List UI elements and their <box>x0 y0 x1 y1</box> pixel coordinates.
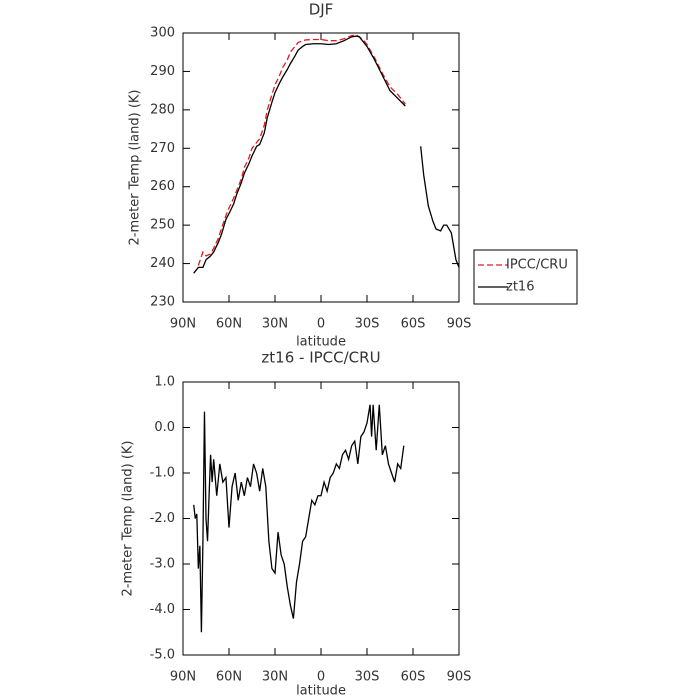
x-tick-label: 60N <box>216 317 242 332</box>
x-tick-label: 30S <box>355 317 380 332</box>
x-tick-label: 60S <box>401 317 426 332</box>
x-tick-label: 0 <box>317 317 325 332</box>
y-tick-label: 300 <box>150 26 175 41</box>
y-tick-label: 260 <box>150 179 175 194</box>
x-tick-label: 90S <box>447 670 472 685</box>
y-tick-label: -4.0 <box>150 602 175 617</box>
x-tick-label: 90S <box>447 317 472 332</box>
y-tick-label: -5.0 <box>150 648 175 663</box>
y-tick-label: 230 <box>150 295 175 310</box>
y-tick-label: 280 <box>150 102 175 117</box>
y-tick-label: 290 <box>150 64 175 79</box>
y-tick-label: 250 <box>150 218 175 233</box>
x-tick-label: 60N <box>216 670 242 685</box>
legend-label: zt16 <box>506 280 534 295</box>
data-line <box>193 404 405 633</box>
chart-title: zt16 - IPCC/CRU <box>261 349 380 367</box>
x-tick-label: 60S <box>401 670 426 685</box>
chart-title: DJF <box>309 1 334 19</box>
x-axis-label: latitude <box>296 684 346 699</box>
y-tick-label: -3.0 <box>150 557 175 572</box>
y-axis-label: 2-meter Temp (land) (K) <box>128 90 143 246</box>
plot-frame <box>182 381 460 656</box>
x-tick-label: 90N <box>170 317 196 332</box>
y-tick-label: -1.0 <box>150 466 175 481</box>
x-axis-label: latitude <box>296 335 346 350</box>
plot-frame <box>182 32 460 303</box>
data-line <box>197 34 406 266</box>
x-tick-label: 90N <box>170 670 196 685</box>
y-tick-label: 270 <box>150 141 175 156</box>
x-tick-label: 0 <box>317 670 325 685</box>
data-line <box>193 35 460 274</box>
y-tick-label: 1.0 <box>154 375 175 390</box>
legend-box <box>473 249 578 305</box>
legend-label: IPCC/CRU <box>506 258 568 273</box>
x-tick-label: 30N <box>262 670 288 685</box>
y-axis-label: 2-meter Temp (land) (K) <box>121 441 136 597</box>
x-tick-label: 30N <box>262 317 288 332</box>
y-tick-label: 0.0 <box>154 420 175 435</box>
y-tick-label: 240 <box>150 256 175 271</box>
y-tick-label: -2.0 <box>150 511 175 526</box>
x-tick-label: 30S <box>355 670 380 685</box>
